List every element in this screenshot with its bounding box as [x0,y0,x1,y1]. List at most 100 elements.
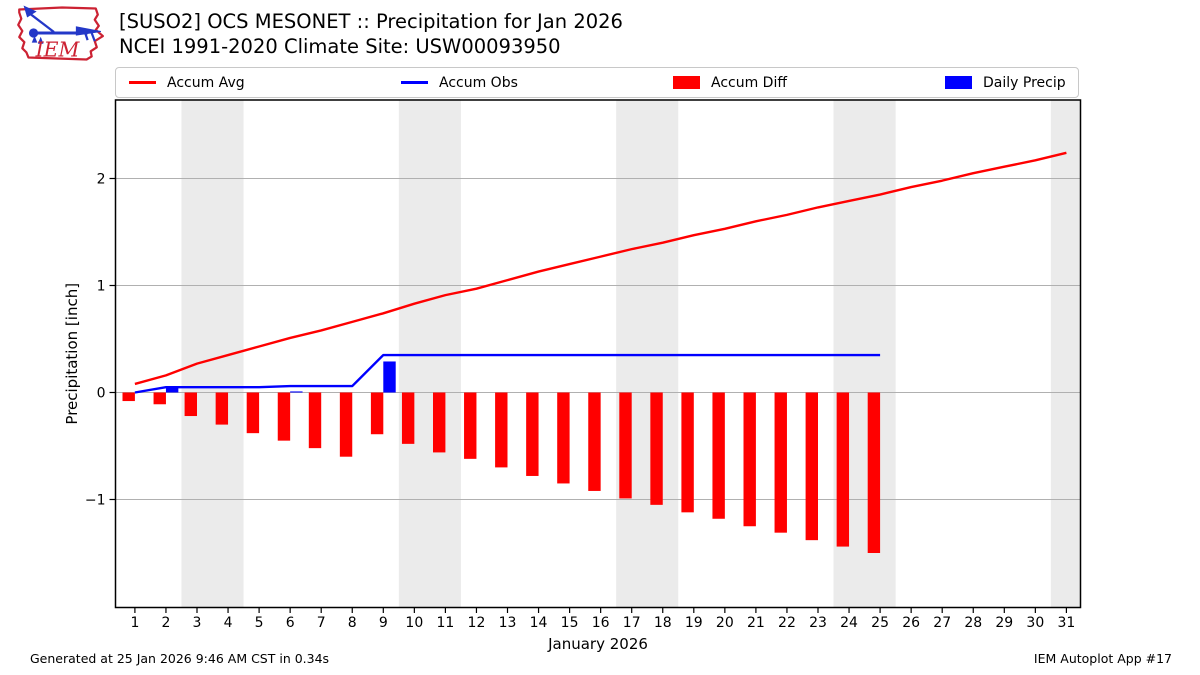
legend-item-accum-diff: Accum Diff [673,68,787,97]
bar-day-6 [290,391,303,393]
legend-item-accum-obs: Accum Obs [401,68,518,97]
y-axis: −1 0 1 2 Precipitation [inch] [63,172,116,509]
daily-precip-bars [165,361,396,393]
plot-frame [114,99,1082,609]
bar-day-9 [383,361,396,393]
accum-diff-bars [122,392,881,553]
chart-title-block: [SUSO2] OCS MESONET :: Precipitation for… [119,10,623,59]
bar-day-9 [370,392,384,435]
weather-vane-icon [23,5,101,44]
weekend-band [398,100,461,608]
bar-day-5 [246,392,260,434]
bar-day-25 [867,392,881,553]
x-tick-label: 23 [809,615,827,631]
x-tick-label: 16 [592,615,610,631]
x-tick-label: 3 [193,615,202,631]
bar-day-23 [805,392,818,541]
bar-day-22 [774,392,787,533]
autoplot-app-credit: IEM Autoplot App #17 [1033,651,1172,666]
x-tick-label: 15 [561,615,579,631]
x-tick-label: 7 [317,615,326,631]
bar-day-11 [433,392,446,453]
accum-avg-line [134,151,1067,386]
y-axis-title: Precipitation [inch] [63,283,81,425]
bar-day-2 [165,387,179,393]
x-axis-title: January 2026 [547,635,648,653]
x-tick-label: 4 [224,615,233,631]
legend-item-accum-avg: Accum Avg [129,68,245,97]
x-tick-label: 17 [623,615,641,631]
x-tick-label: 24 [840,615,858,631]
x-tick-label: 26 [902,615,920,631]
x-tick-label: 1 [130,615,139,631]
bar-day-2 [153,392,166,405]
x-tick-label: 9 [379,615,388,631]
x-tick-label: 6 [286,615,295,631]
plot-border [114,99,1082,609]
x-axis: 1 2 3 4 5 6 7 8 9 10 11 12 13 14 15 16 17 18 19 20 21 22 23 24 2… [130,607,1075,653]
x-tick-label: 11 [436,615,454,631]
x-tick-label: 14 [530,615,548,631]
x-tick-label: 25 [871,615,889,631]
bar-day-4 [215,392,229,425]
bar-day-1 [122,392,135,402]
bar-day-24 [836,392,850,547]
x-tick-label: 20 [716,615,734,631]
x-tick-label: 21 [747,615,765,631]
generated-timestamp: Generated at 25 Jan 2026 9:46 AM CST in … [30,651,330,666]
accum-avg-line-swatch-icon [129,81,156,84]
x-tick-label: 22 [778,615,796,631]
bar-day-10 [401,392,415,444]
x-tick-label: 10 [405,615,423,631]
x-tick-label: 28 [964,615,982,631]
legend-label: Accum Avg [167,74,245,91]
bar-day-7 [308,392,322,449]
x-tick-label: 8 [348,615,357,631]
accum-obs-line-swatch-icon [401,81,428,84]
bar-day-17 [619,392,632,499]
x-tick-label: 18 [654,615,672,631]
weekend-band [1050,100,1081,608]
iem-logo-text: IEM [35,37,81,61]
x-tick-label: 27 [933,615,951,631]
legend-label: Accum Obs [439,74,518,91]
weekend-bands [181,100,1081,608]
legend-item-daily-precip: Daily Precip [945,68,1066,97]
x-tick-label: 31 [1057,615,1075,631]
accum-obs-polyline [134,353,881,394]
bar-day-6 [277,392,291,441]
weekend-band [616,100,679,608]
accum-avg-polyline [134,151,1067,386]
x-tick-label: 13 [499,615,517,631]
y-tick-label: 2 [97,172,106,188]
bar-day-20 [712,392,725,519]
bar-day-19 [681,392,694,513]
bar-day-16 [588,392,601,491]
y-tick-label: 1 [97,279,106,295]
y-tick-label: 0 [97,386,106,402]
chart-legend: Accum Avg Accum Obs Accum Diff Daily Pre… [115,67,1079,98]
x-tick-label: 2 [161,615,170,631]
iem-logo: IEM [17,5,105,61]
legend-label: Daily Precip [983,74,1066,91]
accum-obs-line [134,353,881,394]
x-tick-label: 29 [995,615,1013,631]
bar-day-3 [184,392,197,417]
bar-day-13 [495,392,508,468]
chart-title: [SUSO2] OCS MESONET :: Precipitation for… [119,10,623,33]
x-tick-label: 19 [685,615,703,631]
bar-day-18 [650,392,663,505]
bar-day-15 [557,392,570,484]
x-tick-label: 30 [1026,615,1044,631]
bar-day-21 [743,392,756,527]
bar-day-8 [339,392,353,457]
bar-day-14 [526,392,539,476]
y-tick-label: −1 [85,493,106,509]
x-tick-label: 5 [255,615,264,631]
accum-diff-bar-swatch-icon [673,76,700,89]
legend-label: Accum Diff [711,74,788,91]
chart-subtitle: NCEI 1991-2020 Climate Site: USW00093950 [119,34,561,58]
bar-day-12 [464,392,477,459]
